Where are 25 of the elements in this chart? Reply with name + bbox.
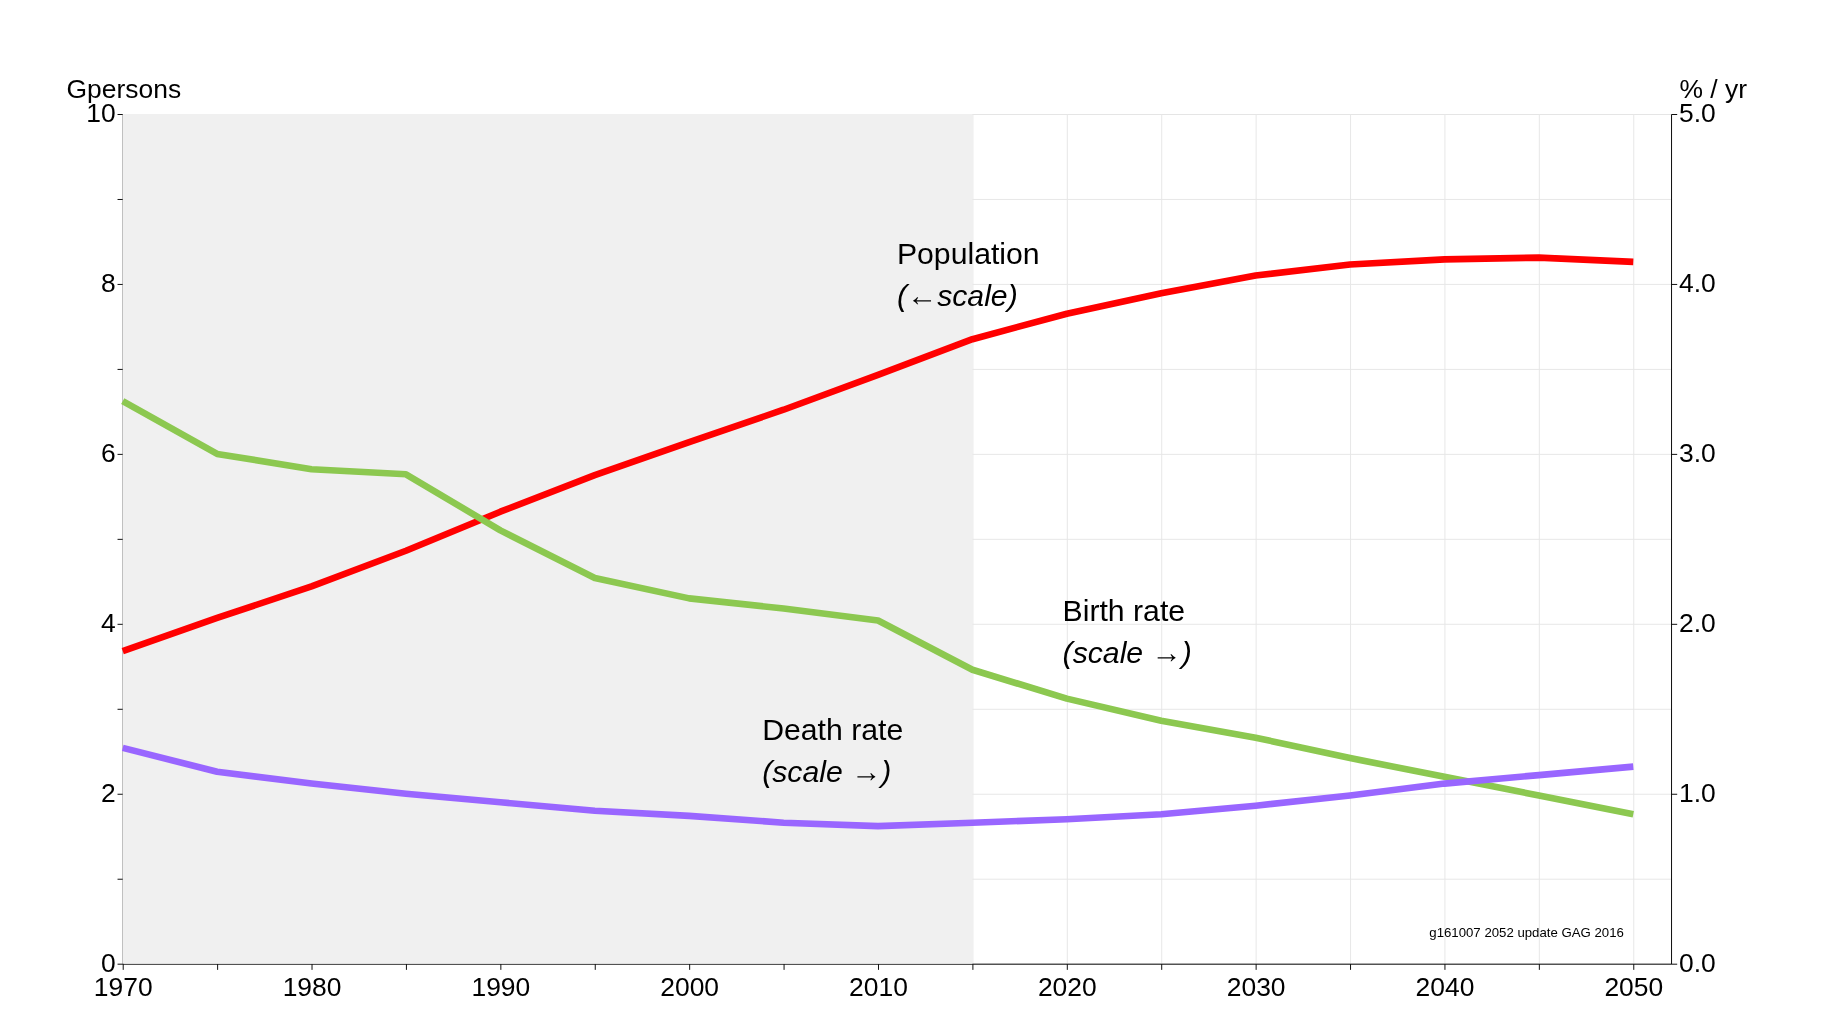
- x-tick-label: 2000: [660, 972, 720, 1003]
- x-tick-label: 2040: [1415, 972, 1475, 1003]
- text: Birth rate: [1062, 593, 1186, 627]
- y2-tick-label: 2.0: [1679, 607, 1716, 638]
- series-label: Population: [896, 236, 1040, 270]
- y-tick-label: 4: [100, 607, 116, 638]
- x-tick-label: 1990: [471, 972, 531, 1003]
- annotation: (scale →): [1062, 636, 1192, 670]
- annotation: (←scale): [896, 279, 1018, 313]
- x-tick-label: 2030: [1226, 972, 1286, 1003]
- annotation: (scale →): [762, 754, 892, 788]
- annotation: g161007 2052 update GAG 2016: [1429, 925, 1624, 941]
- x-tick-label: 2020: [1037, 972, 1097, 1003]
- x-tick-label: 2050: [1604, 972, 1664, 1003]
- x-tick-label: 1980: [282, 972, 342, 1003]
- y-tick-label: 8: [100, 268, 116, 298]
- y2-tick-label: 4.0: [1679, 268, 1716, 298]
- y2-tick-label: 3.0: [1679, 437, 1716, 468]
- y-tick-label: 2: [100, 777, 116, 808]
- y-tick-label: 6: [100, 437, 116, 468]
- y2-tick-label: 1.0: [1679, 777, 1716, 808]
- x-tick-label: 2010: [849, 972, 908, 1003]
- y2-tick-label: 0.0: [1679, 947, 1716, 978]
- y-axis-title: Gpersons: [66, 73, 182, 104]
- text: Death rate: [762, 712, 904, 746]
